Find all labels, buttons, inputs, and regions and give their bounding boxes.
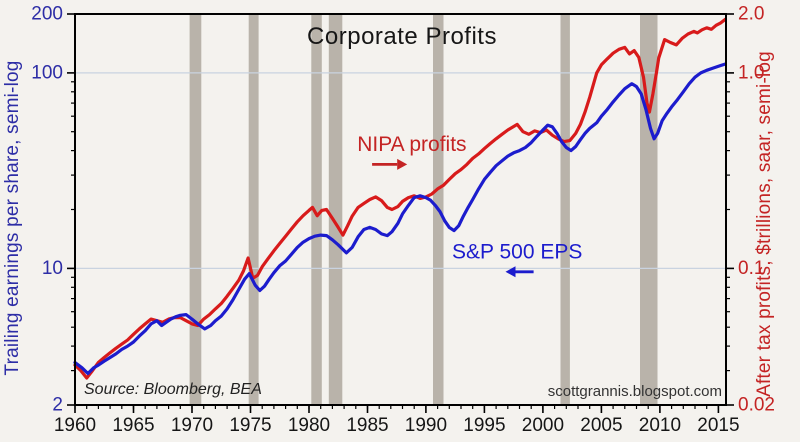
x-tick-label: 1980 — [288, 415, 330, 436]
y-left-tick-label: 100 — [31, 62, 63, 83]
annotation-label-sp500-eps: S&P 500 EPS — [452, 241, 582, 264]
recession-band — [311, 14, 322, 405]
y-left-tick-label: 10 — [42, 258, 63, 279]
recession-band — [248, 14, 259, 405]
y-left-axis-title: Trailing earnings per share, semi-log — [2, 60, 23, 376]
series-line-sp500-eps — [73, 62, 727, 376]
y-right-tick-label: 0.1 — [738, 258, 764, 279]
y-left-tick-label: 2 — [52, 395, 63, 416]
x-tick-label: 1965 — [112, 415, 154, 436]
x-tick-label: 1990 — [405, 415, 447, 436]
x-tick-label: 1975 — [229, 415, 271, 436]
recession-band — [189, 14, 202, 405]
plot-background — [75, 14, 726, 405]
annotation-arrow-head-nipa-profits — [397, 158, 408, 170]
x-tick-label: 1985 — [346, 415, 388, 436]
x-tick-label: 1960 — [54, 415, 96, 436]
series-line-nipa-profits — [73, 17, 727, 380]
recession-band — [640, 14, 658, 405]
annotation-label-nipa-profits: NIPA profits — [357, 133, 466, 156]
x-tick-label: 2010 — [639, 415, 681, 436]
y-right-axis-title: After tax profits, $trillions, saar, sem… — [754, 51, 775, 397]
source-note: Source: Bloomberg, BEA — [84, 381, 262, 398]
x-tick-label: 2005 — [580, 415, 622, 436]
y-right-tick-label: 0.02 — [738, 395, 775, 416]
y-right-tick-label: 2.0 — [738, 4, 764, 25]
y-right-tick-label: 1.0 — [738, 62, 764, 83]
chart-title: Corporate Profits — [307, 23, 497, 50]
x-tick-label: 1995 — [463, 415, 505, 436]
watermark: scottgrannis.blogspot.com — [547, 383, 722, 400]
x-tick-label: 1970 — [171, 415, 213, 436]
x-tick-label: 2015 — [697, 415, 739, 436]
recession-band — [560, 14, 570, 405]
y-left-tick-label: 200 — [31, 4, 63, 25]
recession-band — [328, 14, 343, 405]
annotation-arrow-head-sp500-eps — [505, 266, 516, 278]
x-tick-label: 2000 — [522, 415, 564, 436]
